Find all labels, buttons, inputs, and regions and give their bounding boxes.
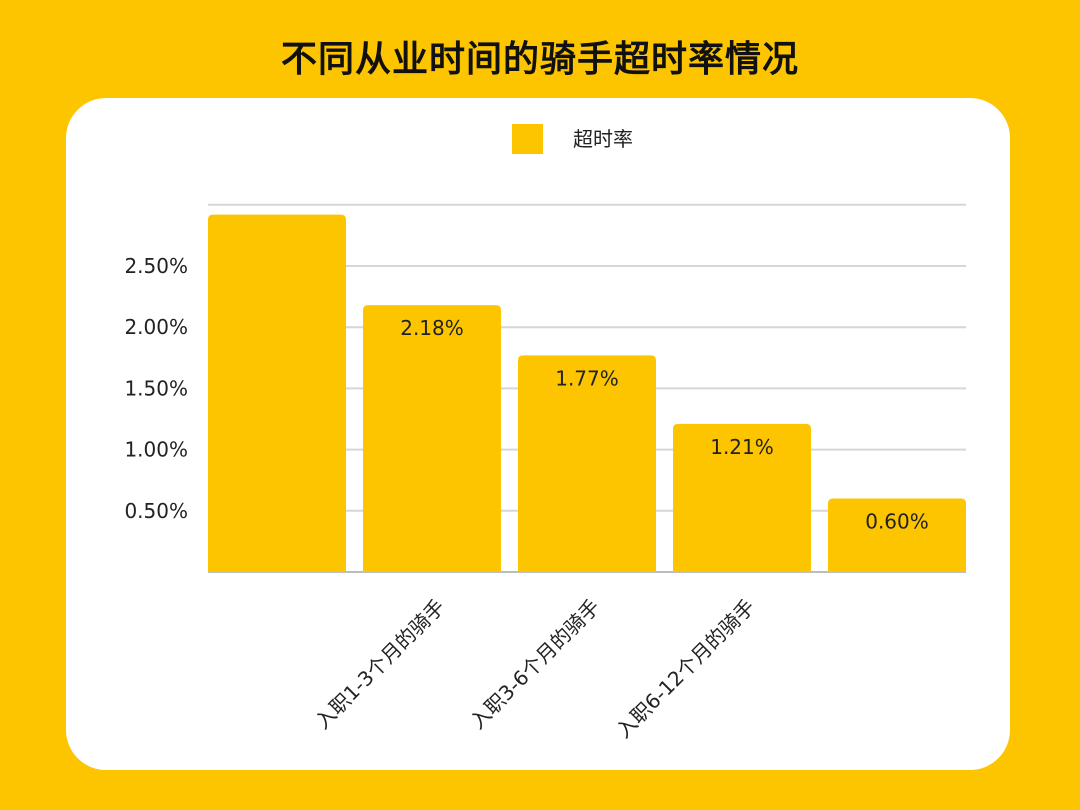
data-label: 1.21% (710, 435, 774, 459)
x-tick-label: 入职1-3个月的骑手 (310, 595, 449, 734)
y-tick-label: 1.50% (124, 376, 188, 400)
legend-swatch (512, 124, 543, 154)
data-label: 2.18% (400, 316, 464, 340)
x-axis-ticks: 入职1-3个月的骑手 入职3-6个月的骑手 入职6-12个月的骑手 (310, 595, 759, 743)
legend-label: 超时率 (573, 127, 633, 151)
y-tick-label: 2.00% (124, 315, 188, 339)
bar (828, 498, 966, 572)
bar (518, 355, 656, 572)
bar (673, 423, 811, 572)
y-tick-label: 2.50% (124, 254, 188, 278)
y-tick-label: 0.50% (124, 499, 188, 523)
x-tick-label: 入职3-6个月的骑手 (465, 595, 604, 734)
chart-title: 不同从业时间的骑手超时率情况 (280, 39, 799, 80)
y-tick-label: 1.00% (124, 438, 188, 462)
legend: 超时率 (512, 124, 633, 154)
data-label: 1.77% (555, 366, 619, 390)
y-axis-ticks: 0.50% 1.00% 1.50% 2.00% 2.50% (124, 254, 188, 523)
x-tick-label: 入职6-12个月的骑手 (611, 595, 759, 743)
bar (363, 305, 501, 572)
data-label: 0.60% (865, 510, 929, 534)
bar (208, 214, 346, 573)
data-labels: 2.18% 1.77% 1.21% 0.60% (400, 316, 929, 533)
bars (208, 214, 966, 573)
